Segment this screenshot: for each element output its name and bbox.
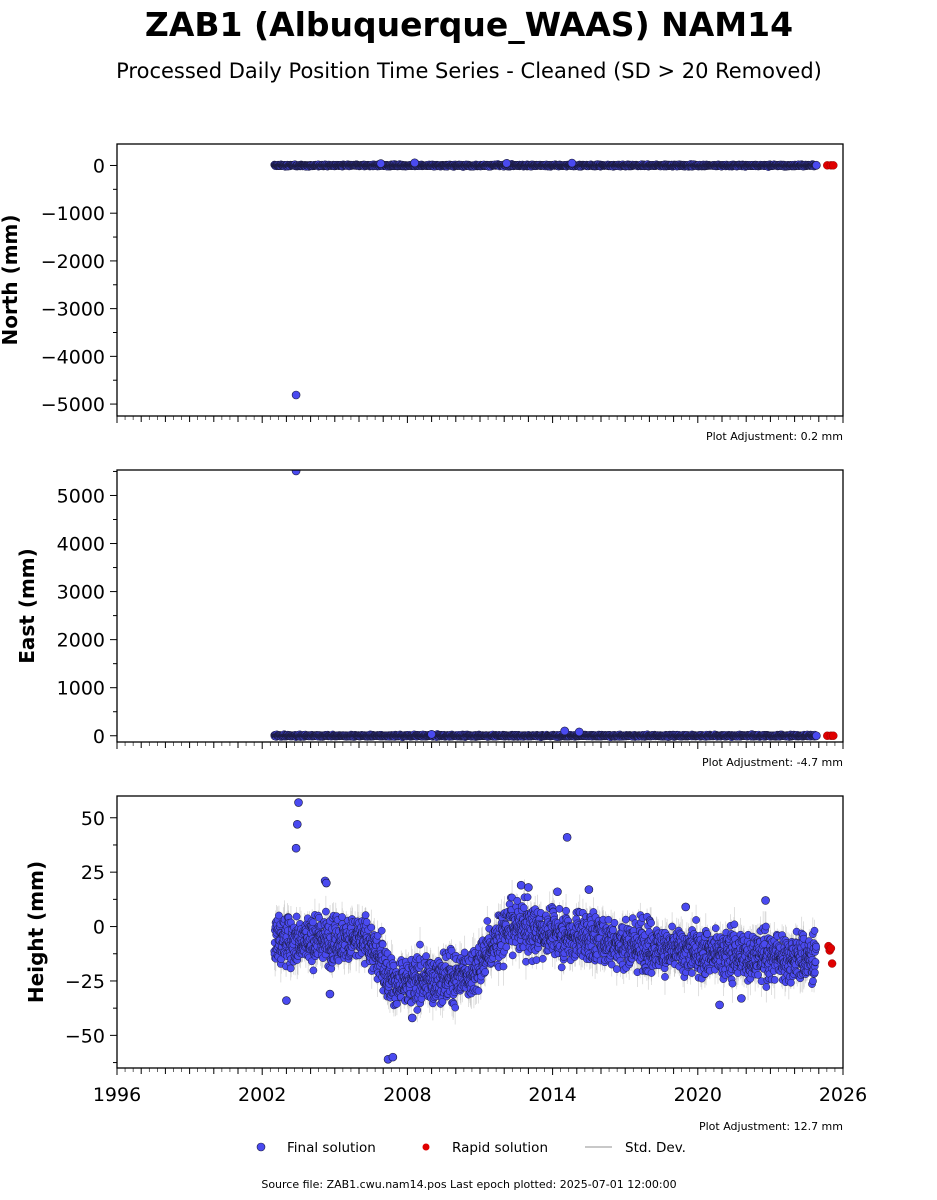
plot-area — [270, 158, 838, 400]
final-solution-series — [270, 158, 821, 400]
figure-subtitle: Processed Daily Position Time Series - C… — [116, 59, 822, 83]
figure-title: ZAB1 (Albuquerque_WAAS) NAM14 — [145, 5, 793, 44]
